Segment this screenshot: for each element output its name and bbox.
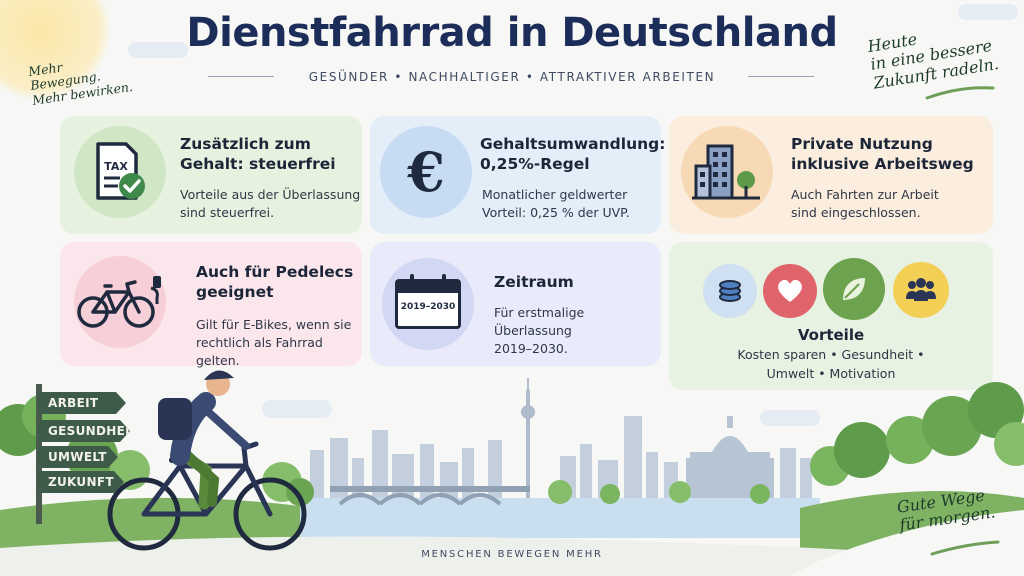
benefits-text-line: Umwelt • Motivation bbox=[766, 365, 896, 381]
cloud-decoration bbox=[262, 400, 332, 418]
card-icon-circle: € bbox=[380, 126, 472, 218]
card-salary-conversion: € Gehaltsumwandlung: 0,25%-Regel Monatli… bbox=[370, 116, 665, 234]
card-icon-circle: 2019–2030 bbox=[382, 258, 474, 350]
card-text-line: Vorteile aus der Überlassung bbox=[180, 187, 361, 202]
signpost-arbeit: ARBEIT bbox=[38, 392, 126, 414]
card-title-line: Zusätzlich zum bbox=[180, 135, 311, 153]
card-text: Auch Fahrten zur Arbeit sind eingeschlos… bbox=[791, 186, 939, 222]
card-title: Auch für Pedelecs geeignet bbox=[196, 262, 353, 302]
benefit-icon-circle bbox=[893, 262, 949, 318]
coins-icon bbox=[719, 280, 741, 302]
card-pedelec: Auch für Pedelecs geeignet Gilt für E-Bi… bbox=[60, 242, 362, 368]
heart-icon bbox=[778, 279, 802, 302]
cloud-decoration bbox=[128, 42, 188, 58]
card-benefits: Vorteile Kosten sparen • Gesundheit • Um… bbox=[669, 242, 993, 390]
tax-document-check-icon: TAX bbox=[96, 142, 145, 200]
page-title: Dienstfahrrad in Deutschland bbox=[186, 10, 838, 56]
bridge bbox=[330, 486, 530, 506]
benefit-icon-circle bbox=[703, 264, 757, 318]
card-title: Zeitraum bbox=[494, 272, 574, 292]
landscape-illustration bbox=[0, 370, 1024, 576]
card-tax: TAX Zusätzlich zum Gehalt: steuerfrei Vo… bbox=[60, 116, 362, 234]
card-text: Gilt für E-Bikes, wenn sie rechtlich als… bbox=[196, 316, 362, 370]
card-text-line: 2019–2030. bbox=[494, 341, 568, 357]
card-text: Für erstmalige Überlassung 2019–2030. bbox=[494, 304, 661, 358]
card-text-line: rechtlich als Fahrrad gelten. bbox=[196, 335, 323, 369]
euro-icon: € bbox=[407, 140, 445, 204]
signpost-zukunft: ZUKUNFT bbox=[38, 471, 124, 493]
cyclist bbox=[107, 370, 307, 551]
buildings-icon bbox=[692, 144, 760, 200]
card-title: Zusätzlich zum Gehalt: steuerfrei bbox=[180, 134, 336, 174]
brush-stroke-decoration bbox=[925, 86, 995, 100]
signpost-umwelt: UMWELT bbox=[38, 446, 118, 468]
card-title-line: Zeitraum bbox=[494, 273, 574, 291]
divider bbox=[208, 76, 274, 77]
card-title-line: inklusive Arbeitsweg bbox=[791, 155, 974, 174]
footer-tagline: MENSCHEN BEWEGEN MEHR bbox=[421, 549, 603, 560]
card-text-line: Für erstmalige Überlassung bbox=[494, 305, 585, 339]
card-text-line: Gilt für E-Bikes, wenn sie bbox=[196, 317, 352, 332]
river bbox=[300, 498, 820, 538]
card-title: Gehaltsumwandlung: 0,25%-Regel bbox=[480, 134, 665, 174]
card-icon-circle bbox=[681, 126, 773, 218]
cloud-decoration bbox=[760, 410, 820, 426]
card-text-line: Monatlicher geldwerter bbox=[482, 187, 628, 202]
divider bbox=[748, 76, 814, 77]
card-text-line: Vorteil: 0,25 % der UVP. bbox=[482, 205, 630, 221]
signpost-gesundheit: GESUNDHEIT bbox=[38, 420, 130, 442]
tv-tower bbox=[521, 378, 535, 500]
benefit-icon-circle bbox=[763, 264, 817, 318]
card-title-line: Auch für Pedelecs bbox=[196, 263, 354, 281]
benefits-label: Vorteile bbox=[797, 326, 865, 344]
card-title-line: geeignet bbox=[196, 283, 274, 302]
calendar-icon: 2019–2030 bbox=[395, 274, 461, 329]
card-text-line: Auch Fahrten zur Arbeit bbox=[791, 187, 939, 202]
card-title-line: Gehaltsumwandlung: bbox=[480, 135, 666, 153]
card-text-line: sind steuerfrei. bbox=[180, 205, 275, 221]
card-icon-circle bbox=[74, 256, 166, 348]
brush-stroke-decoration bbox=[930, 540, 1000, 556]
calendar-icon-label: 2019–2030 bbox=[400, 302, 456, 312]
card-title-line: Private Nutzung bbox=[791, 135, 933, 153]
card-title-line: Gehalt: steuerfrei bbox=[180, 155, 336, 174]
card-private-use: Private Nutzung inklusive Arbeitsweg Auc… bbox=[669, 116, 993, 234]
tax-icon-label: TAX bbox=[104, 160, 128, 173]
people-icon bbox=[906, 278, 936, 301]
card-period: 2019–2030 Zeitraum Für erstmalige Überla… bbox=[370, 242, 661, 366]
card-title: Private Nutzung inklusive Arbeitsweg bbox=[791, 134, 974, 174]
benefits-text: Kosten sparen • Gesundheit • Umwelt • Mo… bbox=[669, 346, 993, 384]
page-subtitle: GESÜNDER • NACHHALTIGER • ATTRAKTIVER AR… bbox=[308, 70, 716, 84]
card-text: Monatlicher geldwerter Vorteil: 0,25 % d… bbox=[482, 186, 630, 222]
cloud-decoration bbox=[958, 4, 1018, 20]
card-text-line: sind eingeschlossen. bbox=[791, 205, 921, 221]
benefit-icon-circle bbox=[823, 258, 885, 320]
card-icon-circle: TAX bbox=[74, 126, 166, 218]
e-bike-plug-icon bbox=[77, 276, 161, 328]
benefits-text-line: Kosten sparen • Gesundheit • bbox=[737, 347, 925, 362]
card-title-line: 0,25%-Regel bbox=[480, 155, 590, 174]
card-text: Vorteile aus der Überlassung sind steuer… bbox=[180, 186, 360, 222]
leaf-icon bbox=[843, 278, 865, 300]
